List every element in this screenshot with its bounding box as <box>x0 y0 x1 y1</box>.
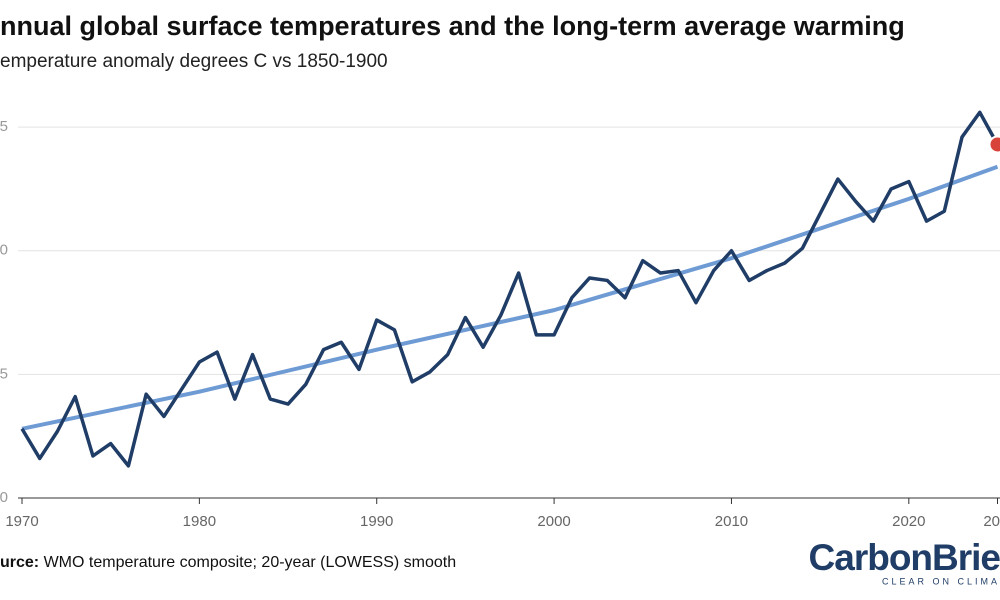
chart-subtitle: emperature anomaly degrees C vs 1850-190… <box>0 51 388 72</box>
x-tick-label: 1970 <box>5 513 38 530</box>
y-tick-label: 5 <box>0 365 8 382</box>
x-tick-label: 20 <box>983 513 1000 530</box>
source-text: WMO temperature composite; 20-year (LOWE… <box>39 554 456 571</box>
logo-name: CarbonBrie <box>809 537 1000 578</box>
x-tick-label: 2000 <box>537 513 570 530</box>
trend-line <box>21 164 999 431</box>
x-tick-label: 2020 <box>892 513 925 530</box>
source: urce: WMO temperature composite; 20-year… <box>0 554 456 571</box>
temperature-line <box>20 110 1000 468</box>
chart-title: nnual global surface temperatures and th… <box>0 11 905 41</box>
source-label: urce: <box>0 554 39 571</box>
y-tick-label: 0 <box>0 489 8 506</box>
x-tick-label: 1990 <box>360 513 393 530</box>
y-tick-label: 0 <box>0 242 8 259</box>
x-tick-label: 1980 <box>183 513 216 530</box>
logo-tagline: CLEAR ON CLIMA <box>882 576 1000 586</box>
y-tick-label: 5 <box>0 118 8 135</box>
x-tick-label: 2010 <box>715 513 748 530</box>
latest-marker <box>988 135 1000 154</box>
